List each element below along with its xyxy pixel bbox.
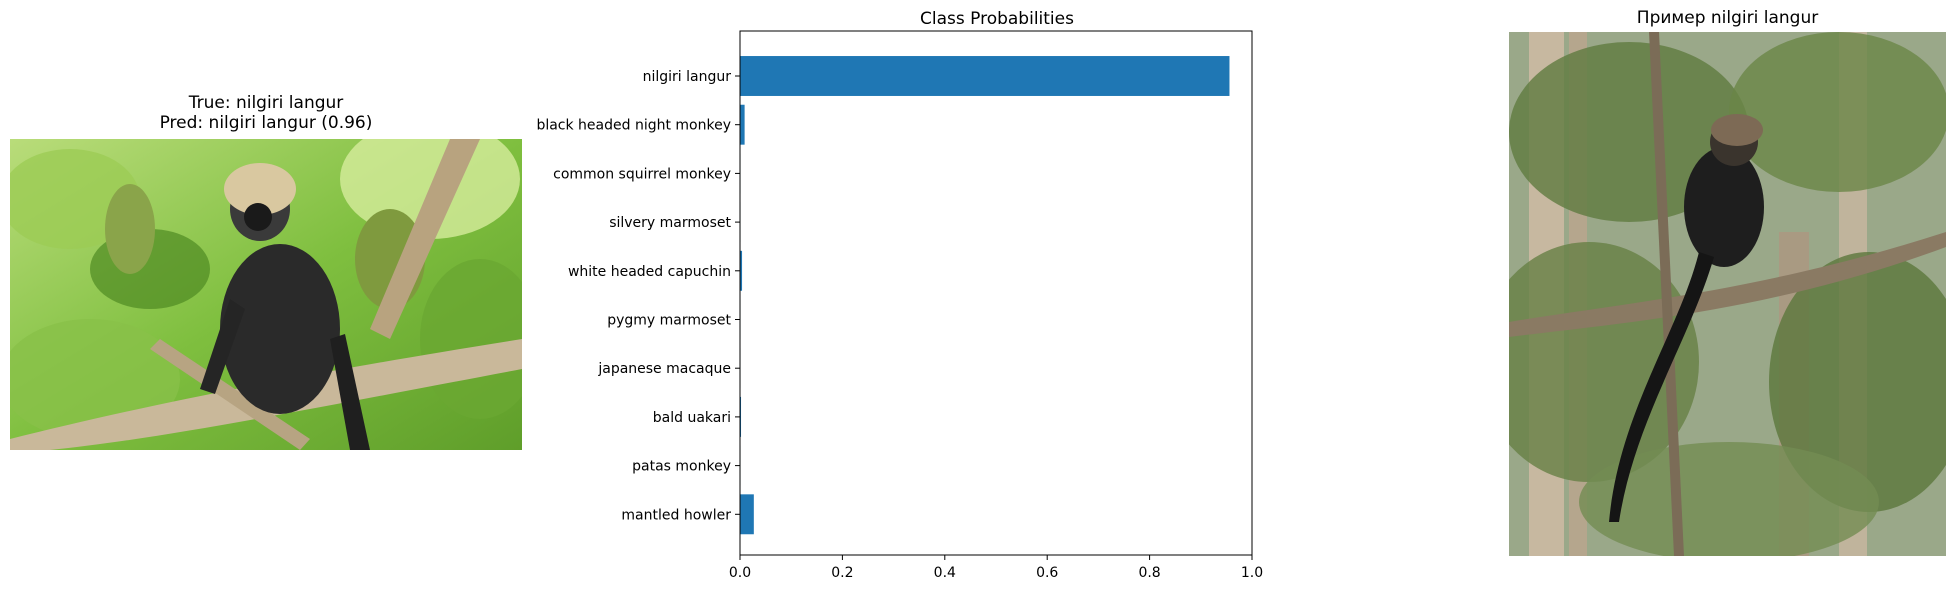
x-tick-labels: 0.0 0.2 0.4 0.6 0.8 1.0 bbox=[729, 555, 1263, 581]
y-tick-label: japanese macaque bbox=[597, 361, 731, 377]
chart-title: Class Probabilities bbox=[920, 9, 1074, 29]
bar-nilgiri-langur bbox=[740, 56, 1230, 96]
plot-frame bbox=[739, 30, 1253, 556]
y-tick-label: pygmy marmoset bbox=[607, 313, 731, 329]
y-tick-label: nilgiri langur bbox=[643, 69, 732, 85]
y-tick-labels: nilgiri langur black headed night monkey c… bbox=[536, 69, 740, 523]
right-image-title: Пример nilgiri langur bbox=[1636, 8, 1819, 28]
y-tick-label: patas monkey bbox=[632, 459, 731, 475]
x-tick-label: 0.8 bbox=[1138, 565, 1160, 581]
bars-group bbox=[740, 56, 1230, 535]
pred-label-title: Pred: nilgiri langur (0.96) bbox=[159, 113, 373, 133]
monkey-in-tree-icon bbox=[1509, 32, 1946, 556]
bar-black-headed-night-monkey bbox=[740, 104, 745, 145]
true-label-title: True: nilgiri langur bbox=[188, 93, 344, 113]
y-tick-label: silvery marmoset bbox=[609, 215, 731, 231]
bar-white-headed-capuchin bbox=[740, 250, 743, 291]
x-tick-label: 0.6 bbox=[1036, 565, 1058, 581]
x-tick-label: 0.0 bbox=[729, 565, 751, 581]
bar-mantled-howler bbox=[740, 494, 754, 535]
y-tick-label: common squirrel monkey bbox=[553, 166, 731, 182]
y-tick-label: bald uakari bbox=[653, 410, 731, 426]
x-tick-label: 0.4 bbox=[934, 565, 956, 581]
x-tick-label: 1.0 bbox=[1241, 565, 1263, 581]
monkey-in-tree-photo bbox=[1509, 32, 1946, 556]
y-tick-label: white headed capuchin bbox=[568, 264, 731, 280]
monkey-on-branch-photo bbox=[10, 139, 522, 450]
bar-bald-uakari bbox=[740, 396, 742, 437]
left-image-title: True: nilgiri langur Pred: nilgiri langu… bbox=[10, 93, 522, 133]
monkey-on-branch-icon bbox=[10, 139, 522, 450]
x-tick-label: 0.2 bbox=[831, 565, 853, 581]
y-tick-label: black headed night monkey bbox=[536, 118, 731, 134]
y-tick-label: mantled howler bbox=[621, 507, 731, 523]
